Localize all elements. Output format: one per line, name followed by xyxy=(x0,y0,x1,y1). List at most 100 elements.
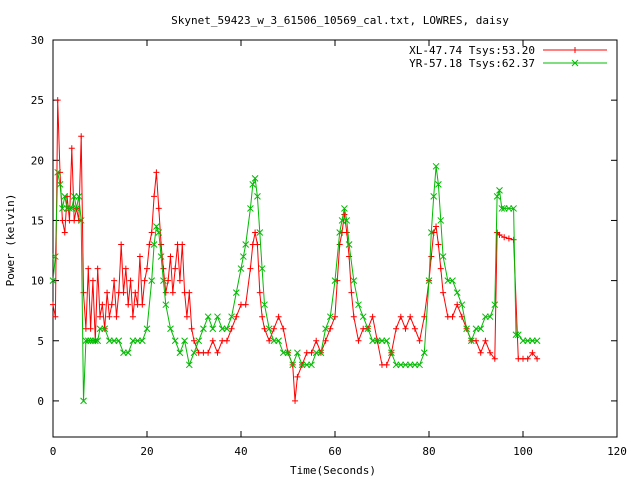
legend-marker-2 xyxy=(571,59,579,67)
series-1-point xyxy=(294,373,301,380)
series-2-point xyxy=(56,181,64,188)
series-2-point xyxy=(242,241,250,248)
series-1-point xyxy=(104,289,111,296)
series-2-point xyxy=(496,187,503,194)
series-1-point xyxy=(428,253,435,260)
series-2-point xyxy=(162,301,170,309)
series-2-point xyxy=(383,337,391,345)
series-1-point xyxy=(247,265,254,272)
series-1-point xyxy=(59,217,66,224)
series-2-point xyxy=(190,349,198,357)
series-2-point xyxy=(94,337,102,345)
series-2-point xyxy=(143,325,151,333)
series-2-point xyxy=(138,337,146,345)
series-2-point xyxy=(51,253,59,260)
series-2-point xyxy=(54,168,62,176)
series-1-point xyxy=(529,349,536,356)
series-1-point xyxy=(155,205,162,212)
series-2-point xyxy=(232,289,240,296)
series-1-point xyxy=(313,337,320,344)
series-2-point xyxy=(61,193,69,200)
series-1-point xyxy=(254,241,261,248)
series-1-point xyxy=(332,313,338,320)
series-2-point xyxy=(80,397,87,405)
series-1-point xyxy=(169,289,176,296)
series-1-point xyxy=(146,241,153,248)
series-1-point xyxy=(534,355,541,362)
series-2-point xyxy=(343,217,351,224)
series-2-point xyxy=(77,217,85,224)
series-2-point xyxy=(420,349,428,357)
series-2-point xyxy=(247,205,254,212)
series-2-point xyxy=(498,205,506,212)
x-tick-label: 120 xyxy=(607,445,627,458)
series-2-point xyxy=(167,325,174,333)
series-2-point xyxy=(200,325,207,333)
series-1-point xyxy=(122,265,129,272)
series-1-point xyxy=(383,361,390,368)
series-2-point xyxy=(91,337,99,345)
series-2-point xyxy=(237,265,245,272)
series-1-point xyxy=(141,277,148,284)
series-1-point xyxy=(214,349,221,356)
series-1-point xyxy=(454,301,461,308)
series-2-point xyxy=(75,193,83,200)
series-1-point xyxy=(327,325,334,332)
series-1-point xyxy=(78,133,85,140)
series-1-point xyxy=(167,253,174,260)
series-1-point xyxy=(151,193,158,200)
series-1-point xyxy=(148,229,155,236)
y-tick-label: 0 xyxy=(37,395,44,408)
series-2-point xyxy=(49,277,57,284)
series-2-point xyxy=(430,193,438,200)
x-tick-label: 60 xyxy=(328,445,341,458)
series-2-point xyxy=(254,193,261,200)
series-2-point xyxy=(326,313,334,321)
series-2-point xyxy=(463,325,470,333)
series-2-point xyxy=(477,325,485,333)
series-2-point xyxy=(66,205,73,212)
series-2-point xyxy=(493,193,501,200)
series-2-point xyxy=(195,337,203,345)
series-2-point xyxy=(176,349,184,357)
y-axis-label: Power (kelvin) xyxy=(4,194,17,287)
series-2-point xyxy=(435,181,442,188)
x-tick-label: 80 xyxy=(422,445,435,458)
series-1-point xyxy=(524,355,531,362)
series-1-point xyxy=(85,265,92,272)
series-1-point xyxy=(440,289,447,296)
series-1-point xyxy=(172,265,179,272)
series-2-point xyxy=(510,205,517,212)
series-2-point xyxy=(181,337,188,345)
plot-area: 0 20 40 60 80 100 120 0 5 10 15 20 25 30 xyxy=(31,34,627,458)
series-2-point xyxy=(533,337,541,345)
series-2-point xyxy=(341,205,348,212)
series-1-point xyxy=(125,301,132,308)
series-2-point xyxy=(256,229,264,236)
series-2-point xyxy=(331,277,339,284)
series-2-point xyxy=(432,162,440,170)
series-2-point xyxy=(308,361,315,369)
series-1-point xyxy=(393,325,400,332)
series-2-point xyxy=(294,349,301,357)
series-2-point xyxy=(350,277,358,284)
series-1-point xyxy=(407,313,414,320)
series-2-point xyxy=(223,325,231,333)
series-2-point xyxy=(73,205,80,212)
series-2-point xyxy=(322,325,329,333)
series-1-point xyxy=(223,337,230,344)
series-2-point xyxy=(251,174,259,182)
series-1-point xyxy=(191,337,197,344)
series-2-point xyxy=(388,349,395,357)
series-2-point xyxy=(204,313,212,321)
series-1-point xyxy=(68,145,75,152)
chart-title: Skynet_59423_w_3_61506_10569_cal.txt, LO… xyxy=(171,14,509,27)
y-tick-label: 15 xyxy=(31,214,44,227)
series-2-point xyxy=(427,229,435,236)
series-1-point xyxy=(162,289,169,296)
series-1-point xyxy=(341,211,348,218)
series-2-point xyxy=(101,325,109,333)
series-1-point xyxy=(487,349,494,356)
